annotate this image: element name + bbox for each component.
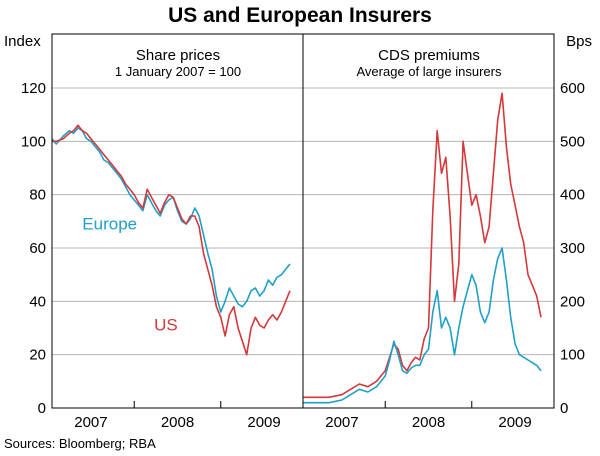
cds-y-tick-label: 600	[560, 80, 585, 97]
cds-x-tick-label: 2008	[412, 414, 445, 431]
chart-title: US and European Insurers	[168, 4, 432, 27]
cds-y-tick-label: 300	[560, 240, 585, 257]
source-note: Sources: Bloomberg; RBA	[4, 436, 156, 451]
share-prices-us-label: US	[154, 316, 178, 335]
cds-y-tick-label: 500	[560, 133, 585, 150]
share-prices-subtitle: 1 January 2007 = 100	[115, 64, 241, 79]
cds-x-tick-label: 2009	[498, 414, 531, 431]
share-prices-y-tick-label: 40	[29, 293, 46, 310]
cds-premiums-title: CDS premiums	[378, 47, 480, 64]
cds-series-us-line	[303, 92, 542, 399]
share-prices-y-tick-label: 20	[29, 347, 46, 364]
cds-y-tick-label: 0	[560, 400, 568, 417]
cds-y-tick-label: 400	[560, 187, 585, 204]
cds-premiums-subtitle: Average of large insurers	[356, 64, 502, 79]
share-prices-panel: 0 20 40 60 80 100 120 2007 2008 2009 Europe US	[21, 80, 303, 431]
cds-x-tick-label: 2007	[325, 414, 358, 431]
share-prices-europe-label: Europe	[82, 214, 137, 233]
share-prices-title: Share prices	[136, 47, 220, 64]
share-prices-series-us-line	[52, 124, 291, 356]
share-prices-x-tick-label: 2007	[74, 414, 107, 431]
share-prices-x-tick-label: 2009	[247, 414, 280, 431]
cds-y-tick-label: 100	[560, 347, 585, 364]
share-prices-y-tick-label: 80	[29, 187, 46, 204]
share-prices-y-tick-label: 0	[38, 400, 46, 417]
share-prices-y-tick-label: 120	[21, 80, 46, 97]
share-prices-y-tick-label: 100	[21, 133, 46, 150]
left-y-axis-label: Index	[4, 33, 41, 50]
cds-series-europe-line	[303, 247, 542, 404]
right-y-axis-label: Bps	[566, 33, 592, 50]
share-prices-x-tick-label: 2008	[161, 414, 194, 431]
cds-y-tick-label: 200	[560, 293, 585, 310]
cds-premiums-panel: 0 100 200 300 400 500 600 2007 2008 2009	[303, 80, 585, 431]
share-prices-y-tick-label: 60	[29, 240, 46, 257]
